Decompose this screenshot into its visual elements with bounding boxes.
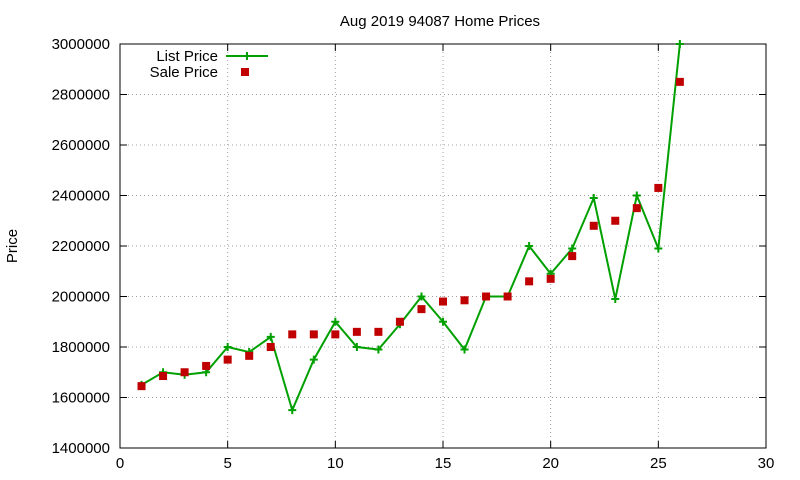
axes: 0 5 10 15 20 25 30 1400000 1600000 1800000 2000000… <box>52 36 775 472</box>
sale-price-point <box>417 305 426 314</box>
sale-price-point <box>632 204 641 213</box>
y-tick-label: 2200000 <box>52 238 110 255</box>
series-list-price <box>137 40 684 415</box>
y-axis-label: Price <box>4 229 21 263</box>
sale-price-point <box>525 277 534 286</box>
list-price-point <box>611 295 620 304</box>
sale-price-point <box>439 297 447 306</box>
sale-price-point <box>180 368 189 377</box>
legend-marker-swatch <box>243 52 251 60</box>
sale-price-point <box>654 183 663 192</box>
legend-square-swatch <box>241 68 249 76</box>
y-tick-label: 2600000 <box>52 137 110 154</box>
sale-price-point <box>245 351 254 360</box>
sale-price-point <box>309 330 318 339</box>
plot-border <box>119 43 767 449</box>
x-tick-label: 5 <box>223 455 231 472</box>
sale-price-point <box>159 372 168 381</box>
list-price-point <box>460 345 469 354</box>
sale-price-point <box>589 221 598 230</box>
sale-price-point <box>266 343 275 351</box>
x-tick-label: 10 <box>327 455 344 472</box>
list-price-point <box>632 191 641 200</box>
list-price-point <box>288 406 297 415</box>
list-price-point <box>374 345 383 354</box>
y-tick-label: 1600000 <box>52 390 110 407</box>
list-price-point <box>309 355 318 364</box>
list-price-point <box>417 292 426 301</box>
sale-price-point <box>546 274 555 283</box>
y-tick-label: 2800000 <box>52 87 110 104</box>
x-tick-label: 15 <box>435 455 452 472</box>
sale-price-point <box>137 382 146 391</box>
sale-price-point <box>352 327 361 336</box>
sale-price-point <box>223 355 232 364</box>
sale-price-point <box>568 252 577 261</box>
list-price-point <box>589 194 598 203</box>
x-tick-label: 20 <box>542 455 559 472</box>
list-price-line <box>141 43 681 414</box>
sale-price-point <box>395 317 404 326</box>
sale-price-point <box>482 292 491 301</box>
sale-price-point <box>202 361 211 370</box>
x-tick-label: 0 <box>116 455 124 472</box>
sale-price-point <box>503 292 512 301</box>
legend-label: Sale Price <box>150 64 218 81</box>
list-price-point <box>266 332 275 341</box>
chart-title: Aug 2019 94087 Home Prices <box>340 13 540 30</box>
series-layer <box>137 40 684 415</box>
legend-label: List Price <box>156 48 218 65</box>
list-price-point <box>525 242 534 250</box>
sale-price-point <box>675 77 684 86</box>
y-tick-label: 3000000 <box>52 36 110 53</box>
sale-price-point <box>374 327 383 336</box>
sale-price-point <box>460 296 469 305</box>
y-tick-label: 2000000 <box>52 289 110 306</box>
sale-price-point <box>331 330 340 339</box>
y-tick-label: 1400000 <box>52 440 110 457</box>
series-sale-price <box>137 77 684 391</box>
list-price-point <box>654 244 663 253</box>
sale-price-point <box>611 216 620 225</box>
list-price-point <box>439 317 447 326</box>
list-price-point <box>568 244 577 253</box>
list-price-point <box>352 343 361 351</box>
y-tick-label: 2400000 <box>52 188 110 205</box>
x-tick-label: 25 <box>650 455 667 472</box>
list-price-point <box>223 343 232 351</box>
list-price-point <box>331 317 340 326</box>
y-tick-label: 1800000 <box>52 339 110 356</box>
list-price-point <box>675 40 684 48</box>
grid <box>120 44 766 448</box>
x-tick-label: 30 <box>758 455 775 472</box>
sale-price-point <box>288 330 297 339</box>
